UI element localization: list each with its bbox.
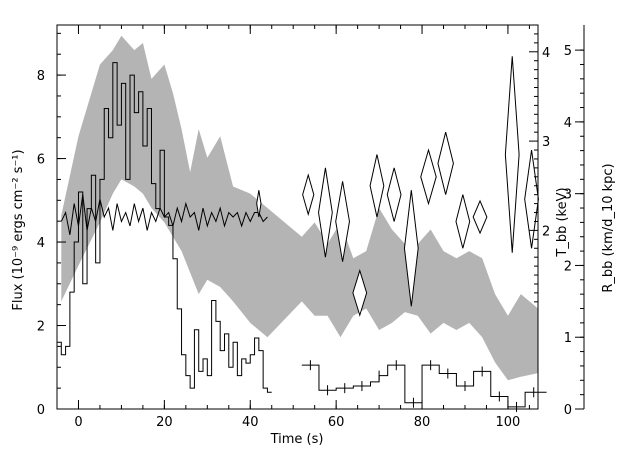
temperature-diamond [352,268,368,317]
x-tick-label: 20 [156,415,173,430]
temp-tick-label: 4 [542,46,550,61]
radius-tick-label: 1 [564,331,572,346]
temperature-diamond [504,56,520,253]
x-tick-label: 0 [74,415,82,430]
temperature-diamond [437,132,454,195]
x-tick-label: 80 [414,415,431,430]
temperature-diamond [369,154,385,218]
flux-tick-label: 2 [37,320,45,335]
radius-tick-label: 2 [564,259,572,274]
radius-tick-label: 5 [564,44,572,59]
temperature-diamond [420,148,437,206]
plot-frame [56,24,539,410]
temperature-axis-label: T_bb (keV) [555,187,570,257]
temperature-diamond [335,181,350,262]
temperature-diamond [472,199,488,235]
temperature-diamond [403,190,419,307]
series-layer [57,56,547,412]
flux-tick-label: 6 [37,153,45,168]
flux-tick-label: 4 [37,236,45,251]
x-tick-label: 100 [496,415,521,430]
flux-tick-label: 0 [37,403,45,418]
left-y-axis-label: Flux (10⁻⁹ ergs cm⁻² s⁻¹) [11,149,26,310]
temperature-diamond [256,190,262,218]
radius-tick-label: 3 [564,188,572,203]
temperature-diamond [455,194,471,249]
radius-band-layer [61,35,538,381]
radius-tick-label: 0 [564,403,572,418]
x-axis-label: Time (s) [270,432,324,447]
temperature-diamond [302,173,315,217]
temperature-diamond [386,167,402,222]
temp-tick-label: 3 [542,135,550,150]
x-tick-label: 60 [328,415,345,430]
flux-tick-label: 8 [37,69,45,84]
temp-tick-label: 2 [542,224,550,239]
temperature-trace [60,194,268,235]
x-tick-label: 40 [242,415,259,430]
radius-axis-label: R_bb (km/d_10 kpc) [601,163,616,292]
temperature-diamond [318,167,333,258]
radius-tick-label: 4 [564,116,572,131]
flux-histogram-late [301,364,547,408]
temperature-diamond [524,149,539,249]
flux-histogram-early [57,62,272,393]
radius-band [61,35,538,381]
